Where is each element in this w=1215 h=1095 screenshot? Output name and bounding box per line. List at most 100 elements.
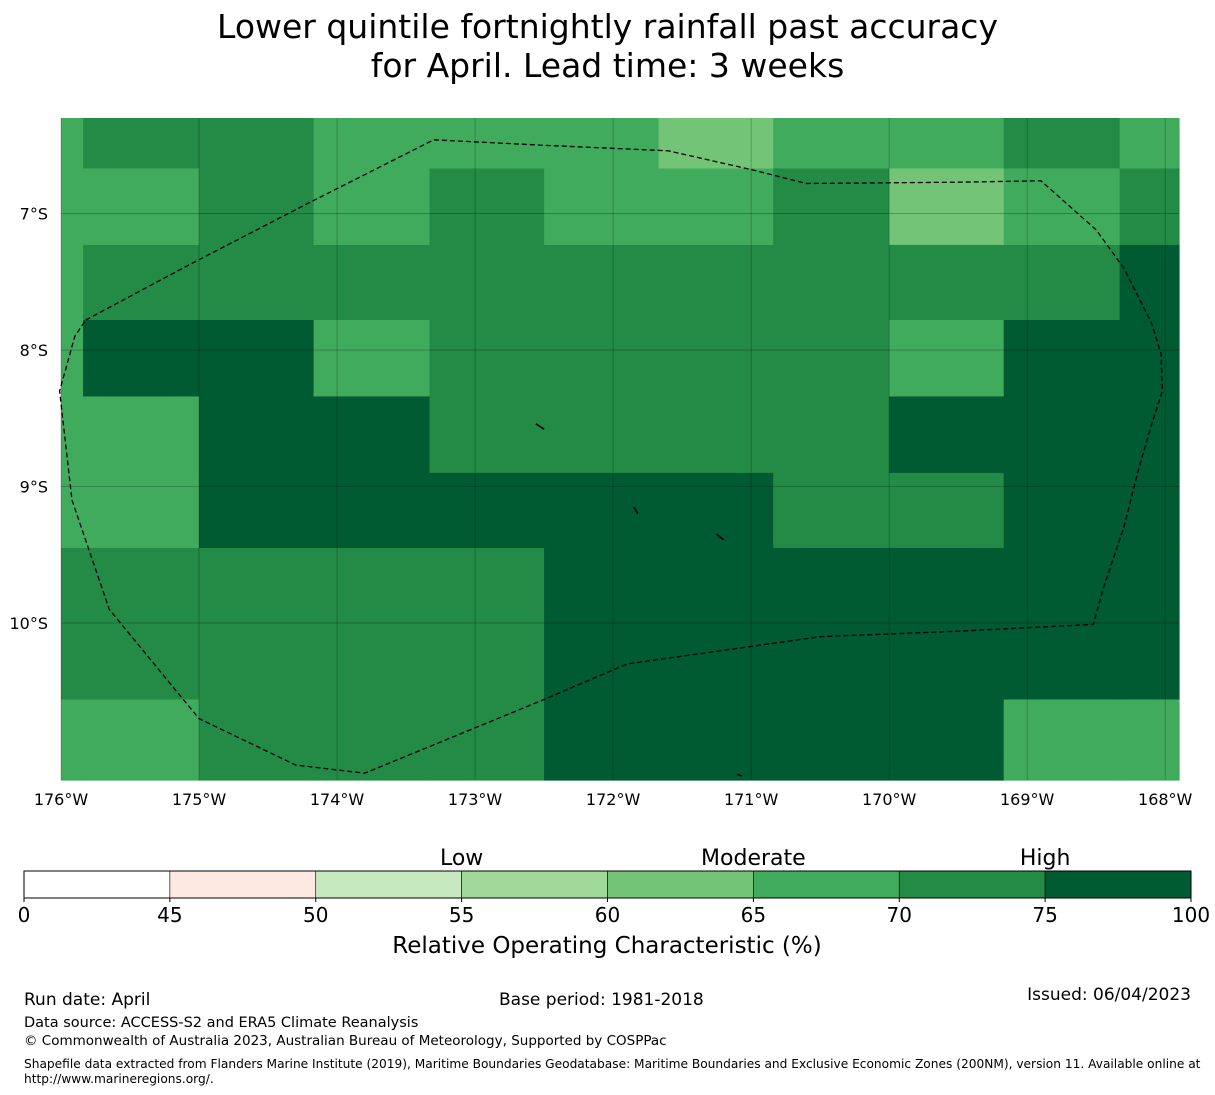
roc-cell xyxy=(544,168,660,246)
roc-cell xyxy=(658,547,774,625)
roc-cell xyxy=(83,699,200,781)
copyright: © Commonwealth of Australia 2023, Austra… xyxy=(24,1033,667,1049)
lon-tick-label: 174°W xyxy=(310,790,365,809)
roc-cell xyxy=(773,244,890,321)
roc-cell xyxy=(61,396,84,474)
roc-cell xyxy=(773,320,890,398)
roc-cell xyxy=(61,547,84,625)
roc-cell xyxy=(1119,624,1180,701)
roc-cell xyxy=(658,118,774,170)
roc-cell xyxy=(429,396,545,474)
roc-cell xyxy=(61,244,84,321)
lon-tick-label: 170°W xyxy=(862,790,917,809)
roc-cell xyxy=(313,472,431,549)
roc-cell xyxy=(429,168,545,246)
roc-cell xyxy=(83,244,200,321)
roc-cell xyxy=(313,118,431,170)
colorbar-bin xyxy=(753,870,900,899)
roc-cell xyxy=(199,118,315,170)
roc-cell xyxy=(1003,547,1121,625)
island-coastline xyxy=(535,423,545,430)
roc-cell xyxy=(313,320,431,398)
map-title-line-1: Lower quintile fortnightly rainfall past… xyxy=(217,7,998,46)
roc-cell xyxy=(83,396,200,474)
lon-tick-label: 171°W xyxy=(724,790,779,809)
roc-cell xyxy=(773,547,890,625)
roc-cell xyxy=(889,472,1005,549)
roc-cell xyxy=(61,168,84,246)
roc-cell xyxy=(83,547,200,625)
map-title-line-2: for April. Lead time: 3 weeks xyxy=(370,46,845,85)
colorbar-bin xyxy=(169,870,317,899)
roc-cell xyxy=(1119,699,1180,781)
roc-cell xyxy=(199,244,315,321)
roc-cell xyxy=(658,472,774,549)
roc-cell xyxy=(773,472,890,549)
roc-cell xyxy=(658,624,774,701)
lat-tick-label: 8°S xyxy=(20,341,48,360)
shapefile-credit-line-2: http://www.marineregions.org/. xyxy=(24,1072,214,1086)
roc-cell xyxy=(61,118,84,170)
roc-cell xyxy=(83,320,200,398)
roc-cell xyxy=(658,244,774,321)
roc-cell xyxy=(658,320,774,398)
colorbar-tick-label: 55 xyxy=(449,903,474,927)
roc-cell xyxy=(199,699,315,781)
island-coastline xyxy=(716,533,725,541)
lat-tick-label: 10°S xyxy=(9,614,48,633)
roc-cell xyxy=(889,396,1005,474)
colorbar-bin xyxy=(898,870,1046,899)
roc-cell xyxy=(1003,320,1121,398)
roc-cell xyxy=(1003,118,1121,170)
colorbar-tick-label: 50 xyxy=(303,903,328,927)
roc-cell xyxy=(199,624,315,701)
roc-cell xyxy=(313,168,431,246)
colorbar-category-label: Low xyxy=(440,846,483,871)
roc-cell xyxy=(1003,396,1121,474)
roc-cell xyxy=(83,168,200,246)
roc-cell xyxy=(429,547,545,625)
roc-cell xyxy=(429,320,545,398)
roc-cell xyxy=(889,699,1005,781)
roc-cell xyxy=(1119,472,1180,549)
island-coastline xyxy=(737,773,742,777)
colorbar-tick-label: 0 xyxy=(18,903,31,927)
colorbar-tick-label: 100 xyxy=(1172,903,1210,927)
roc-cell xyxy=(773,624,890,701)
island-coastline xyxy=(633,506,639,515)
roc-cell xyxy=(313,699,431,781)
roc-cell xyxy=(658,699,774,781)
roc-cell xyxy=(313,547,431,625)
colorbar-category-label: High xyxy=(1020,846,1071,871)
roc-cell xyxy=(889,244,1005,321)
roc-cell xyxy=(889,624,1005,701)
roc-cell xyxy=(1119,118,1180,170)
roc-cell xyxy=(1119,320,1180,398)
roc-cell xyxy=(199,396,315,474)
lon-tick-label: 168°W xyxy=(1138,790,1193,809)
colorbar-tick-labels: 0 45 50 55 60 65 70 75 100 xyxy=(18,898,1210,927)
colorbar-axis-label: Relative Operating Characteristic (%) xyxy=(392,933,821,959)
roc-cell xyxy=(83,472,200,549)
base-period: Base period: 1981-2018 xyxy=(499,990,704,1010)
roc-cell xyxy=(773,168,890,246)
issued-date: Issued: 06/04/2023 xyxy=(1027,985,1191,1005)
roc-cell xyxy=(83,624,200,701)
roc-cell xyxy=(544,699,660,781)
longitude-tick-labels: 176°W 175°W 174°W 173°W 172°W 171°W 170°W 169°W… xyxy=(34,790,1193,809)
roc-cell xyxy=(658,168,774,246)
lat-tick-label: 7°S xyxy=(20,205,48,224)
roc-cell xyxy=(199,168,315,246)
roc-cell xyxy=(544,244,660,321)
roc-cell xyxy=(544,320,660,398)
colorbar-bin xyxy=(23,870,171,899)
colorbar-bin xyxy=(315,870,462,899)
roc-cell xyxy=(658,396,774,474)
roc-cell xyxy=(199,472,315,549)
colorbar-bin xyxy=(1044,870,1192,899)
colorbar-tick-label: 65 xyxy=(741,903,766,927)
colorbar-tick-label: 45 xyxy=(157,903,182,927)
roc-cell xyxy=(429,472,545,549)
roc-cell xyxy=(61,699,84,781)
lon-tick-label: 173°W xyxy=(448,790,503,809)
